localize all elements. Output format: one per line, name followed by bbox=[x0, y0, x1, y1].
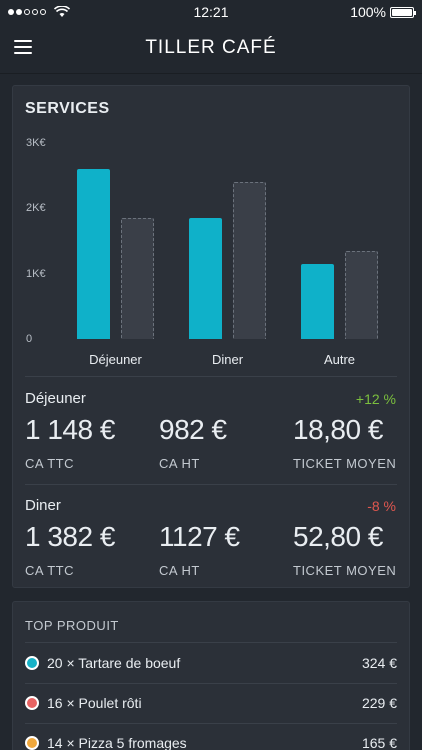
bar-diner-previous[interactable] bbox=[233, 182, 266, 339]
ca-ttc-value: 1 382 € bbox=[25, 521, 115, 552]
bar-déjeuner-previous[interactable] bbox=[121, 218, 154, 339]
divider bbox=[25, 642, 397, 643]
y-tick-label: 1K€ bbox=[26, 267, 46, 280]
ticket-moyen-value: 18,80 € bbox=[293, 414, 383, 445]
y-tick-label: 2K€ bbox=[26, 202, 46, 215]
ticket-moyen-label: TICKET MOYEN bbox=[293, 563, 397, 578]
ca-ht-value: 982 € bbox=[159, 414, 227, 445]
product-name: 14 × Pizza 5 fromages bbox=[47, 735, 187, 750]
delta-badge: +12 % bbox=[355, 391, 396, 407]
y-tick-label: 3K€ bbox=[26, 137, 46, 149]
ticket-moyen-label: TICKET MOYEN bbox=[293, 456, 397, 471]
product-name: 16 × Poulet rôti bbox=[47, 695, 142, 711]
divider bbox=[25, 683, 397, 684]
services-card: SERVICES 3K€ 2K€ 1K€ 0 Déjeuner Diner Autre Dé… bbox=[12, 85, 410, 588]
ca-ht-value: 1127 € bbox=[159, 521, 240, 552]
x-tick-label: Déjeuner bbox=[89, 352, 142, 367]
section-name-dejeuner: Déjeuner bbox=[25, 390, 86, 407]
ticket-moyen-value: 52,80 € bbox=[293, 521, 383, 552]
product-name: 20 × Tartare de boeuf bbox=[47, 655, 181, 671]
divider bbox=[25, 484, 397, 485]
page-title: TILLER CAFÉ bbox=[145, 37, 277, 58]
nav-bar: TILLER CAFÉ bbox=[0, 24, 422, 74]
top-produit-card: TOP PRODUIT 20 × Tartare de boeuf 324 € … bbox=[12, 601, 410, 750]
product-value: 229 € bbox=[361, 695, 397, 711]
list-item[interactable]: 20 × Tartare de boeuf 324 € bbox=[25, 643, 397, 683]
x-tick-label: Diner bbox=[211, 352, 244, 367]
ca-ht-label: CA HT bbox=[159, 456, 200, 471]
divider bbox=[25, 723, 397, 724]
list-item[interactable]: 14 × Pizza 5 fromages 165 € bbox=[25, 723, 397, 750]
bar-diner-current[interactable] bbox=[189, 218, 222, 339]
menu-icon[interactable] bbox=[14, 40, 32, 54]
status-bar: 12:21 100% bbox=[0, 0, 422, 24]
bar-déjeuner-current[interactable] bbox=[77, 169, 110, 339]
product-color-dot bbox=[25, 696, 39, 710]
list-item[interactable]: 16 × Poulet rôti 229 € bbox=[25, 683, 397, 723]
divider bbox=[25, 376, 397, 377]
product-value: 165 € bbox=[361, 735, 397, 750]
services-title: SERVICES bbox=[25, 100, 110, 117]
bar-autre-previous[interactable] bbox=[345, 250, 378, 339]
wifi-icon bbox=[54, 6, 70, 17]
signal-icon bbox=[8, 6, 70, 18]
status-time: 12:21 bbox=[193, 4, 229, 20]
ca-ttc-value: 1 148 € bbox=[25, 414, 115, 445]
ca-ttc-label: CA TTC bbox=[25, 563, 74, 578]
product-color-dot bbox=[25, 656, 39, 670]
product-color-dot bbox=[25, 736, 39, 750]
delta-badge: -8 % bbox=[367, 498, 396, 514]
product-value: 324 € bbox=[361, 655, 397, 671]
x-tick-label: Autre bbox=[323, 352, 356, 367]
y-tick-label: 0 bbox=[26, 333, 33, 345]
section-name-diner: Diner bbox=[25, 497, 61, 514]
bar-autre-current[interactable] bbox=[301, 263, 334, 339]
ca-ht-label: CA HT bbox=[159, 563, 200, 578]
ca-ttc-label: CA TTC bbox=[25, 456, 74, 471]
battery-icon bbox=[390, 6, 416, 18]
battery-percent: 100% bbox=[350, 4, 386, 20]
top-produit-title: TOP PRODUIT bbox=[25, 618, 119, 633]
